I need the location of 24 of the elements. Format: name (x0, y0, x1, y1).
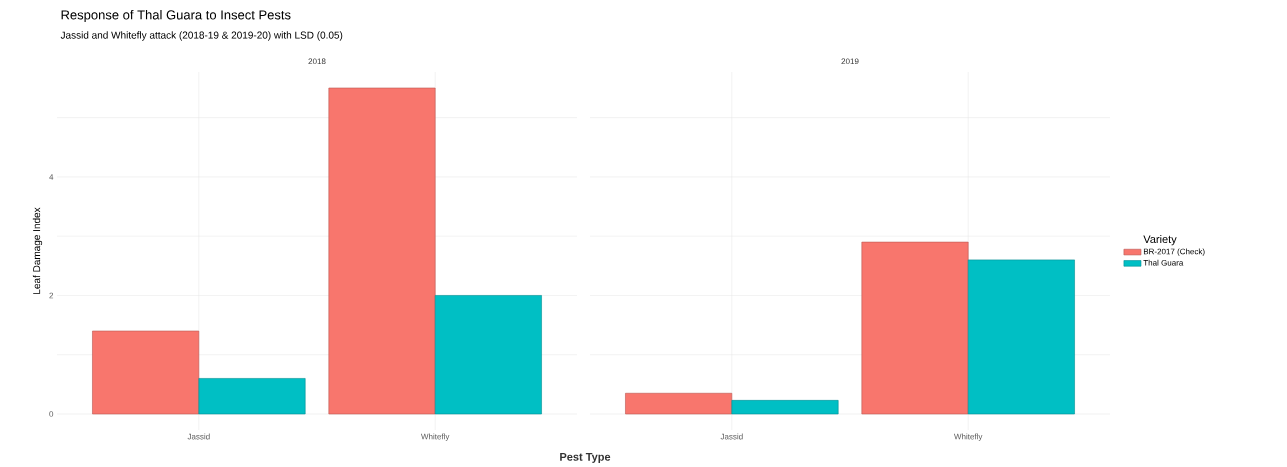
chart-subtitle: Jassid and Whitefly attack (2018-19 & 2019-20) with LSD (0.05) (60, 31, 343, 41)
bar (198, 378, 306, 415)
y-tick-label: 0 (49, 411, 54, 417)
bar (92, 330, 200, 415)
y-tick-label: 2 (49, 292, 54, 299)
bar (861, 241, 969, 415)
legend-label: Thal Guara (1143, 259, 1184, 266)
text: 2018 (308, 58, 326, 65)
x-tick-label: Jassid (720, 433, 743, 440)
bar (434, 295, 542, 415)
bar (328, 87, 436, 415)
legend-label: BR-2017 (Check) (1143, 248, 1205, 256)
y-axis-title: Leaf Damage Index (32, 207, 43, 294)
bar (967, 259, 1075, 415)
legend-title: Variety (1143, 234, 1177, 246)
y-tick-label: 4 (49, 174, 54, 180)
chart-title: Response of Thal Guara to Insect Pests (61, 9, 291, 23)
x-tick-label: Whitefly (954, 433, 983, 441)
x-tick-label: Jassid (187, 433, 210, 440)
bar (731, 400, 839, 415)
x-axis-title: Pest Type (560, 453, 611, 463)
x-tick-label: Whitefly (421, 433, 450, 441)
bar (625, 392, 733, 415)
text: 2019 (841, 58, 859, 65)
